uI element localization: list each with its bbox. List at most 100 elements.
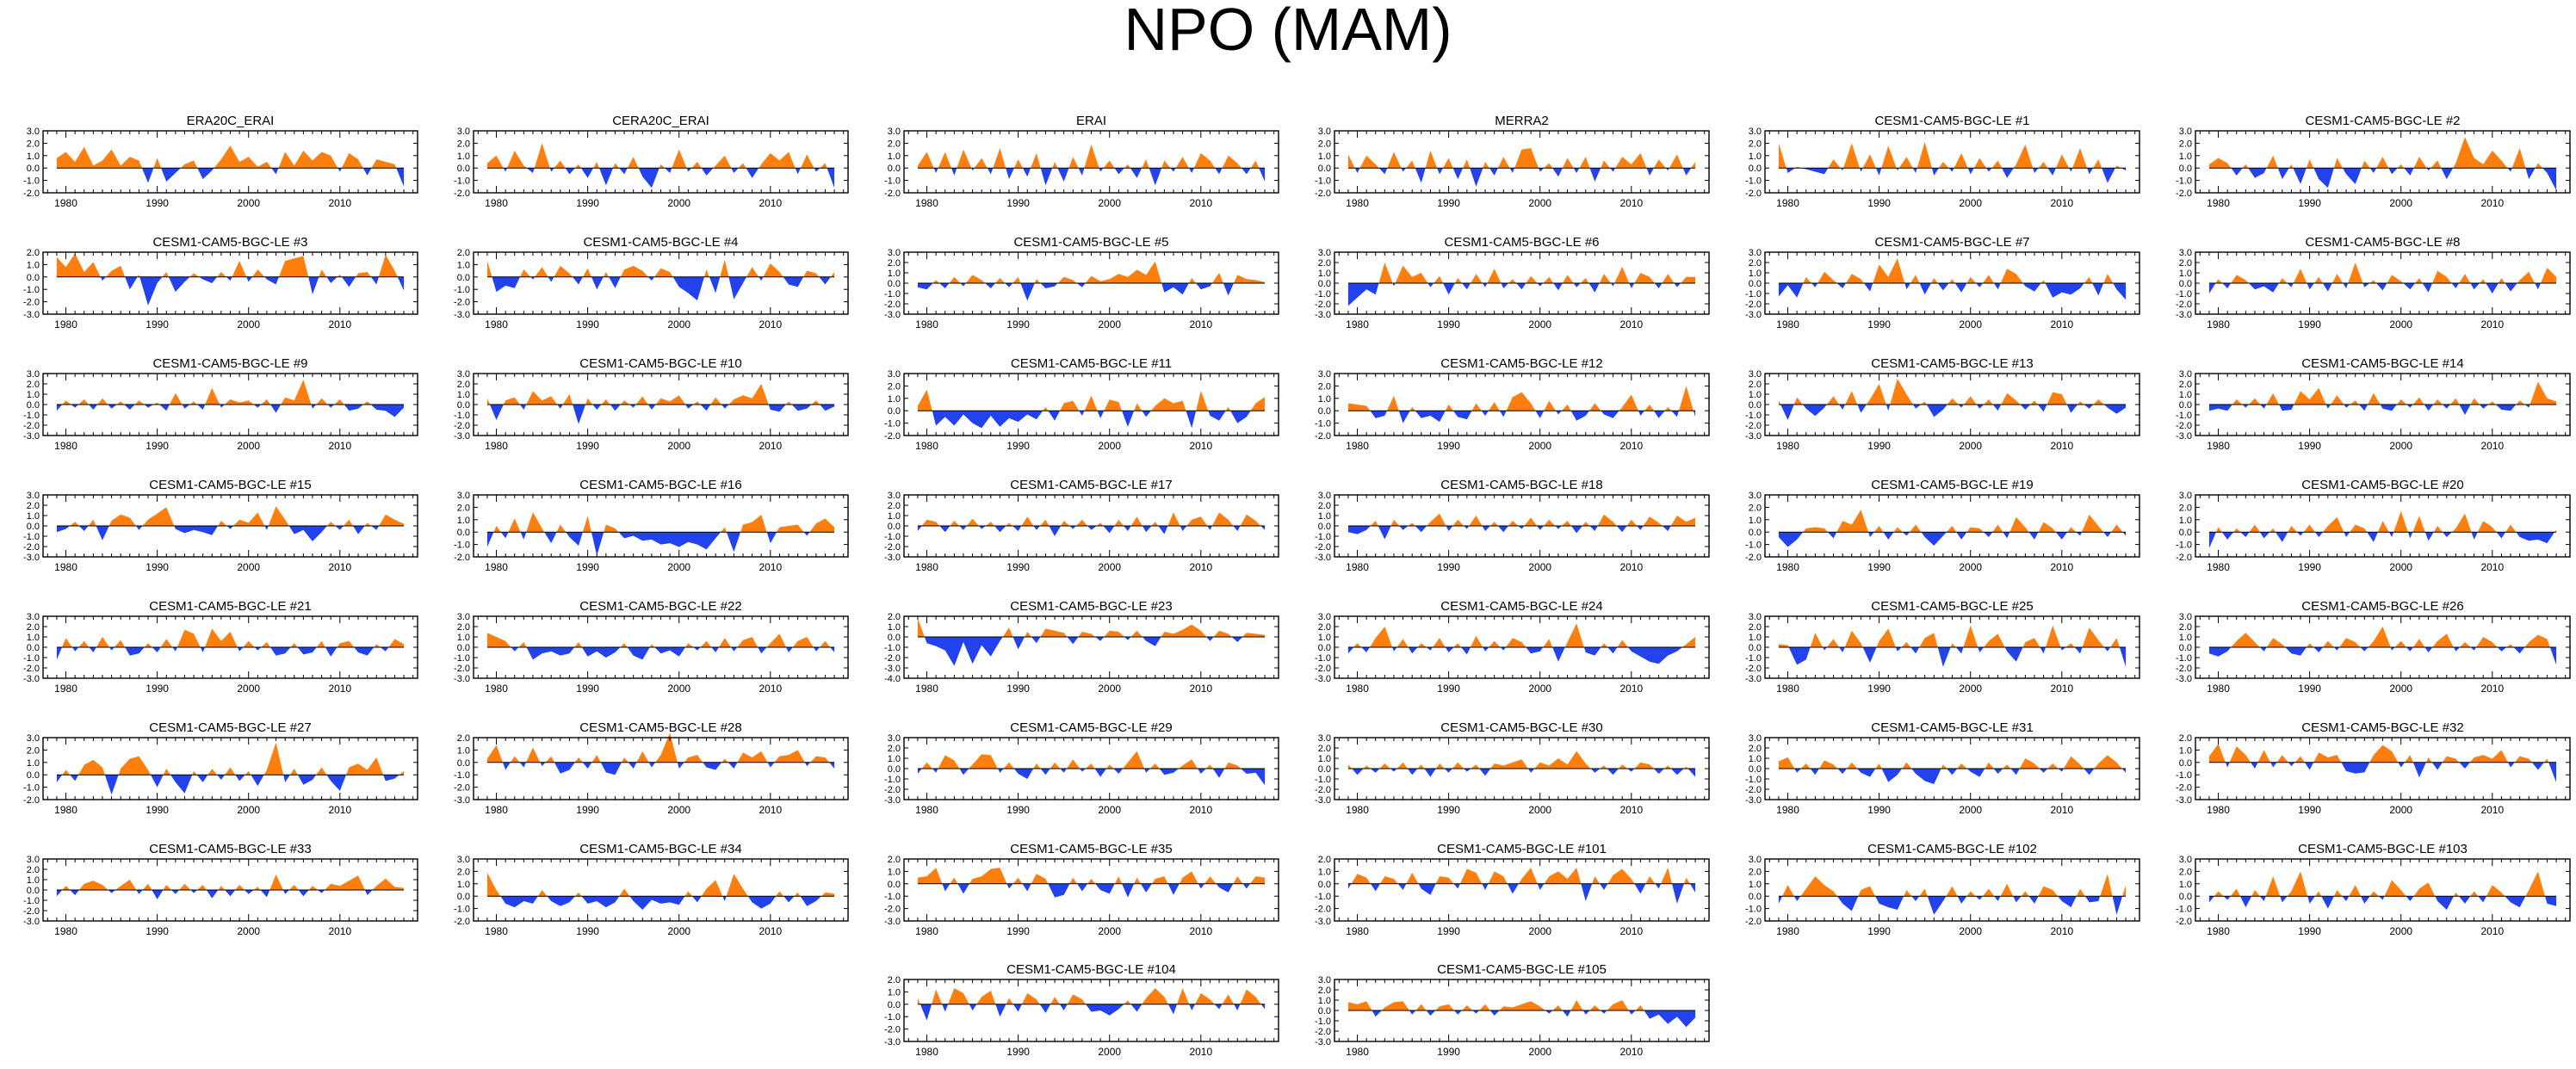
x-tick-label: 1990	[1867, 197, 1891, 209]
y-tick-label: -1.0	[1745, 411, 1762, 421]
y-tick-label: -2.0	[454, 553, 470, 563]
panel: CESM1-CAM5-BGC-LE #4 2.0 1.0 0.0 -1.0 -2.0 -3.…	[454, 235, 849, 331]
panel-title: CESM1-CAM5-BGC-LE #8	[2305, 235, 2460, 250]
x-tick-label: 1980	[1346, 197, 1369, 209]
x-tick-label: 2000	[237, 804, 260, 816]
y-tick-label: -2.0	[454, 917, 470, 927]
x-tick-label: 2000	[667, 683, 690, 695]
y-tick-label: 1.0	[27, 260, 40, 270]
x-tick-label: 1980	[2207, 925, 2230, 937]
x-tick-label: 2000	[2389, 804, 2412, 816]
y-tick-label: -1.0	[1745, 289, 1762, 300]
positive-area	[917, 868, 1266, 884]
y-tick-label: 1.0	[888, 269, 901, 279]
y-tick-label: 2.0	[1318, 139, 1331, 149]
x-tick-label: 1980	[2207, 683, 2230, 695]
x-tick-label: 1990	[1006, 561, 1030, 573]
x-tick-label: 2010	[2050, 804, 2073, 816]
x-tick-label: 1980	[1776, 440, 1799, 452]
figure-title: NPO (MAM)	[1124, 0, 1452, 63]
y-tick-label: -2.0	[1745, 553, 1762, 563]
y-tick-label: -3.0	[454, 795, 470, 806]
positive-area	[1347, 263, 1696, 283]
negative-area	[1778, 532, 2127, 547]
y-tick-label: 1.0	[1318, 996, 1331, 1006]
y-tick-label: 2.0	[1749, 744, 1762, 754]
y-tick-label: 3.0	[27, 855, 40, 865]
x-tick-label: 1980	[2207, 804, 2230, 816]
y-tick-label: -2.0	[2176, 188, 2192, 199]
x-tick-label: 2000	[1959, 925, 1982, 937]
panel: CESM1-CAM5-BGC-LE #11 3.02.0 1.00.0 -1.0 -2.…	[884, 356, 1279, 452]
y-tick-label: 1.0	[1318, 754, 1331, 764]
y-tick-label: 1.0	[27, 758, 40, 769]
y-tick-label: -1.0	[884, 1012, 901, 1023]
x-tick-label: 1980	[2207, 197, 2230, 209]
y-tick-label: -1.0	[2176, 905, 2192, 915]
y-tick-label: 2.0	[1749, 258, 1762, 269]
x-tick-label: 1980	[915, 440, 938, 452]
positive-area	[56, 145, 405, 169]
x-tick-label: 1980	[1346, 804, 1369, 816]
negative-area	[2208, 283, 2557, 294]
x-tick-label: 1990	[1006, 1046, 1030, 1058]
negative-area	[917, 283, 1266, 301]
x-tick-label: 2000	[1098, 1046, 1121, 1058]
y-tick-label: -1.0	[23, 411, 40, 421]
y-tick-label: -2.0	[2176, 421, 2192, 431]
negative-area	[56, 647, 405, 660]
x-tick-label: 1980	[915, 683, 938, 695]
y-tick-label: -1.0	[454, 285, 470, 295]
y-tick-label: -2.0	[884, 905, 901, 915]
x-tick-label: 1990	[2298, 440, 2321, 452]
y-tick-label: 1.0	[27, 875, 40, 886]
y-tick-label: 1.0	[888, 622, 901, 633]
x-tick-label: 2010	[2480, 561, 2504, 573]
x-tick-label: 2000	[1098, 440, 1121, 452]
panel: CESM1-CAM5-BGC-LE #14 3.02.01.00.0-1.0-2.…	[2176, 356, 2571, 452]
negative-area	[917, 168, 1266, 186]
panel-title: CESM1-CAM5-BGC-LE #15	[149, 478, 311, 492]
y-tick-label: -2.0	[23, 188, 40, 199]
positive-area	[917, 988, 1266, 1004]
y-tick-label: 3.0	[2179, 855, 2192, 865]
y-tick-label: -1.0	[454, 541, 470, 551]
x-tick-label: 2010	[1619, 925, 1643, 937]
x-tick-label: 1990	[1867, 561, 1891, 573]
y-tick-label: -2.0	[1745, 421, 1762, 431]
y-tick-label: -3.0	[1315, 553, 1331, 563]
positive-area	[2208, 263, 2557, 283]
y-tick-label: -3.0	[884, 1037, 901, 1047]
x-tick-label: 2010	[1189, 440, 1212, 452]
positive-area	[486, 633, 835, 647]
x-tick-label: 2000	[667, 561, 690, 573]
negative-area	[56, 405, 405, 417]
y-tick-label: 2.0	[2179, 733, 2192, 744]
y-tick-label: 3.0	[888, 733, 901, 744]
x-tick-label: 2010	[2480, 683, 2504, 695]
panel-title: CESM1-CAM5-BGC-LE #6	[1444, 235, 1599, 250]
positive-area	[1778, 510, 2127, 533]
panel: CESM1-CAM5-BGC-LE #33 3.02.01.00.0-1.0-2.…	[23, 842, 418, 937]
x-tick-label: 2010	[328, 440, 351, 452]
y-tick-label: -3.0	[1745, 310, 1762, 320]
y-tick-label: 2.0	[457, 867, 470, 877]
panel: CESM1-CAM5-BGC-LE #16 3.0 2.0 1.0 0.0 -1.0 -2.…	[454, 478, 849, 573]
y-tick-label: 0.0	[888, 880, 901, 890]
y-tick-label: 3.0	[1318, 612, 1331, 622]
y-tick-label: 0.0	[1749, 528, 1762, 538]
panel: CESM1-CAM5-BGC-LE #1 3.0 2.0 1.0 0.0 -1.0-2.0…	[1745, 114, 2140, 209]
y-tick-label: 1.0	[1749, 269, 1762, 279]
y-tick-label: 2.0	[1749, 139, 1762, 149]
y-tick-label: 3.0	[1318, 127, 1331, 137]
y-tick-label: -1.0	[2176, 770, 2192, 781]
x-tick-label: 1980	[1346, 1046, 1369, 1058]
positive-area	[56, 506, 405, 526]
y-tick-label: -1.0	[1315, 419, 1331, 429]
y-tick-label: -3.0	[1315, 917, 1331, 927]
y-tick-label: 0.0	[888, 764, 901, 775]
panel: CESM1-CAM5-BGC-LE #29 3.02.01.00.0-1.0-2.…	[884, 720, 1279, 816]
x-tick-label: 2000	[237, 561, 260, 573]
x-tick-label: 1990	[1437, 197, 1460, 209]
panel: CESM1-CAM5-BGC-LE #28 2.01.0 0.0-1.0 -2.0-3…	[454, 720, 849, 816]
